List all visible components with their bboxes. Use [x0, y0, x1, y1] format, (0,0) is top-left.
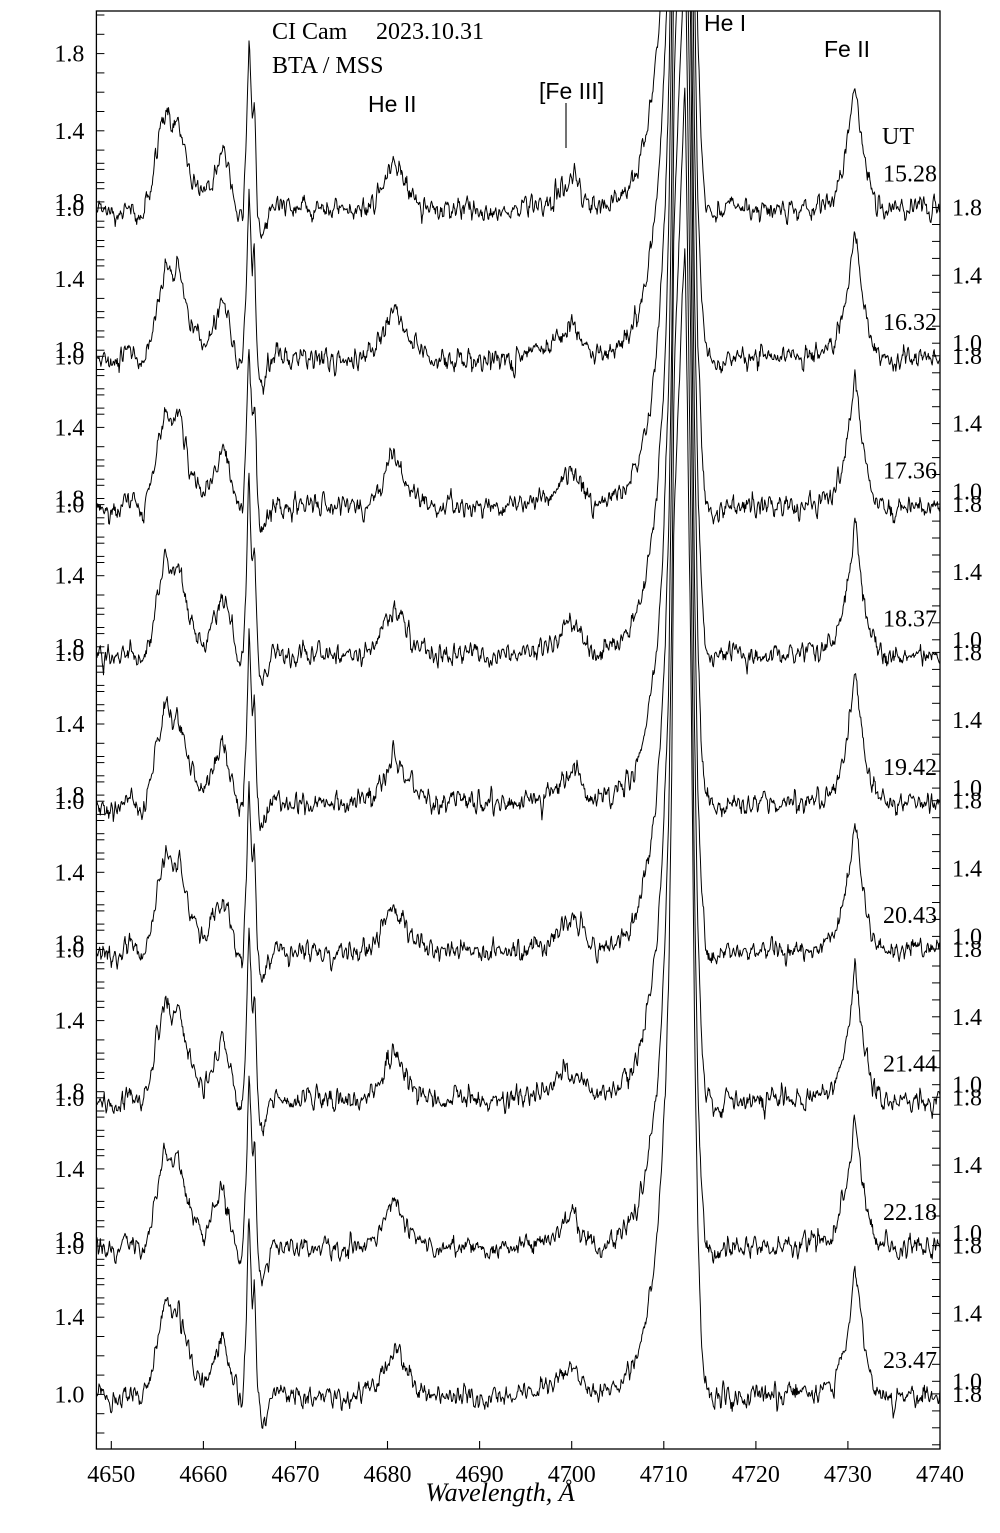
- svg-text:BTA / MSS: BTA / MSS: [272, 53, 383, 79]
- svg-text:1.8: 1.8: [54, 783, 84, 809]
- svg-text:1.4: 1.4: [952, 1005, 982, 1031]
- svg-text:1.4: 1.4: [54, 415, 84, 441]
- svg-text:1.4: 1.4: [54, 860, 84, 886]
- svg-text:1.8: 1.8: [54, 931, 84, 957]
- svg-text:[Fe III]: [Fe III]: [539, 78, 604, 104]
- svg-text:21.44: 21.44: [883, 1052, 937, 1078]
- svg-text:18.37: 18.37: [883, 607, 937, 633]
- svg-text:1.8: 1.8: [54, 190, 84, 216]
- svg-text:1.4: 1.4: [54, 1009, 84, 1035]
- svg-text:1.4: 1.4: [54, 1305, 84, 1331]
- svg-text:16.32: 16.32: [883, 310, 937, 336]
- svg-text:20.43: 20.43: [883, 903, 937, 929]
- svg-text:1.4: 1.4: [952, 560, 982, 586]
- svg-text:1.4: 1.4: [952, 412, 982, 438]
- svg-text:He I: He I: [704, 10, 746, 36]
- svg-text:15.28: 15.28: [883, 162, 937, 188]
- svg-text:23.47: 23.47: [883, 1348, 937, 1374]
- svg-text:1.8: 1.8: [952, 492, 982, 518]
- svg-text:1.4: 1.4: [952, 1153, 982, 1179]
- svg-text:1.4: 1.4: [54, 564, 84, 590]
- svg-text:17.36: 17.36: [883, 458, 937, 484]
- svg-text:1.4: 1.4: [54, 119, 84, 145]
- svg-text:He II: He II: [368, 91, 417, 117]
- svg-text:1.8: 1.8: [54, 42, 84, 68]
- svg-text:1.8: 1.8: [54, 1228, 84, 1254]
- svg-text:2023.10.31: 2023.10.31: [376, 19, 484, 45]
- svg-text:1.8: 1.8: [952, 1382, 982, 1408]
- svg-text:1.8: 1.8: [54, 635, 84, 661]
- svg-text:1.8: 1.8: [952, 1234, 982, 1260]
- svg-text:1.8: 1.8: [952, 344, 982, 370]
- svg-text:1.4: 1.4: [54, 267, 84, 293]
- svg-text:1.8: 1.8: [952, 640, 982, 666]
- svg-text:1.8: 1.8: [952, 1085, 982, 1111]
- svg-text:1.8: 1.8: [952, 789, 982, 815]
- svg-text:1.8: 1.8: [952, 196, 982, 222]
- svg-text:1.4: 1.4: [54, 1157, 84, 1183]
- svg-text:1.4: 1.4: [952, 857, 982, 883]
- svg-text:CI Cam: CI Cam: [272, 19, 348, 45]
- svg-text:UT: UT: [882, 124, 914, 150]
- svg-text:1.8: 1.8: [952, 937, 982, 963]
- svg-text:1.4: 1.4: [952, 708, 982, 734]
- svg-text:1.4: 1.4: [952, 263, 982, 289]
- svg-text:1.0: 1.0: [54, 1382, 84, 1408]
- svg-text:1.8: 1.8: [54, 487, 84, 513]
- svg-text:19.42: 19.42: [883, 755, 937, 781]
- svg-text:1.8: 1.8: [54, 1080, 84, 1106]
- svg-text:1.4: 1.4: [952, 1301, 982, 1327]
- svg-text:1.4: 1.4: [54, 712, 84, 738]
- svg-text:Fe II: Fe II: [824, 36, 870, 62]
- svg-text:1.8: 1.8: [54, 338, 84, 364]
- svg-text:22.18: 22.18: [883, 1200, 937, 1226]
